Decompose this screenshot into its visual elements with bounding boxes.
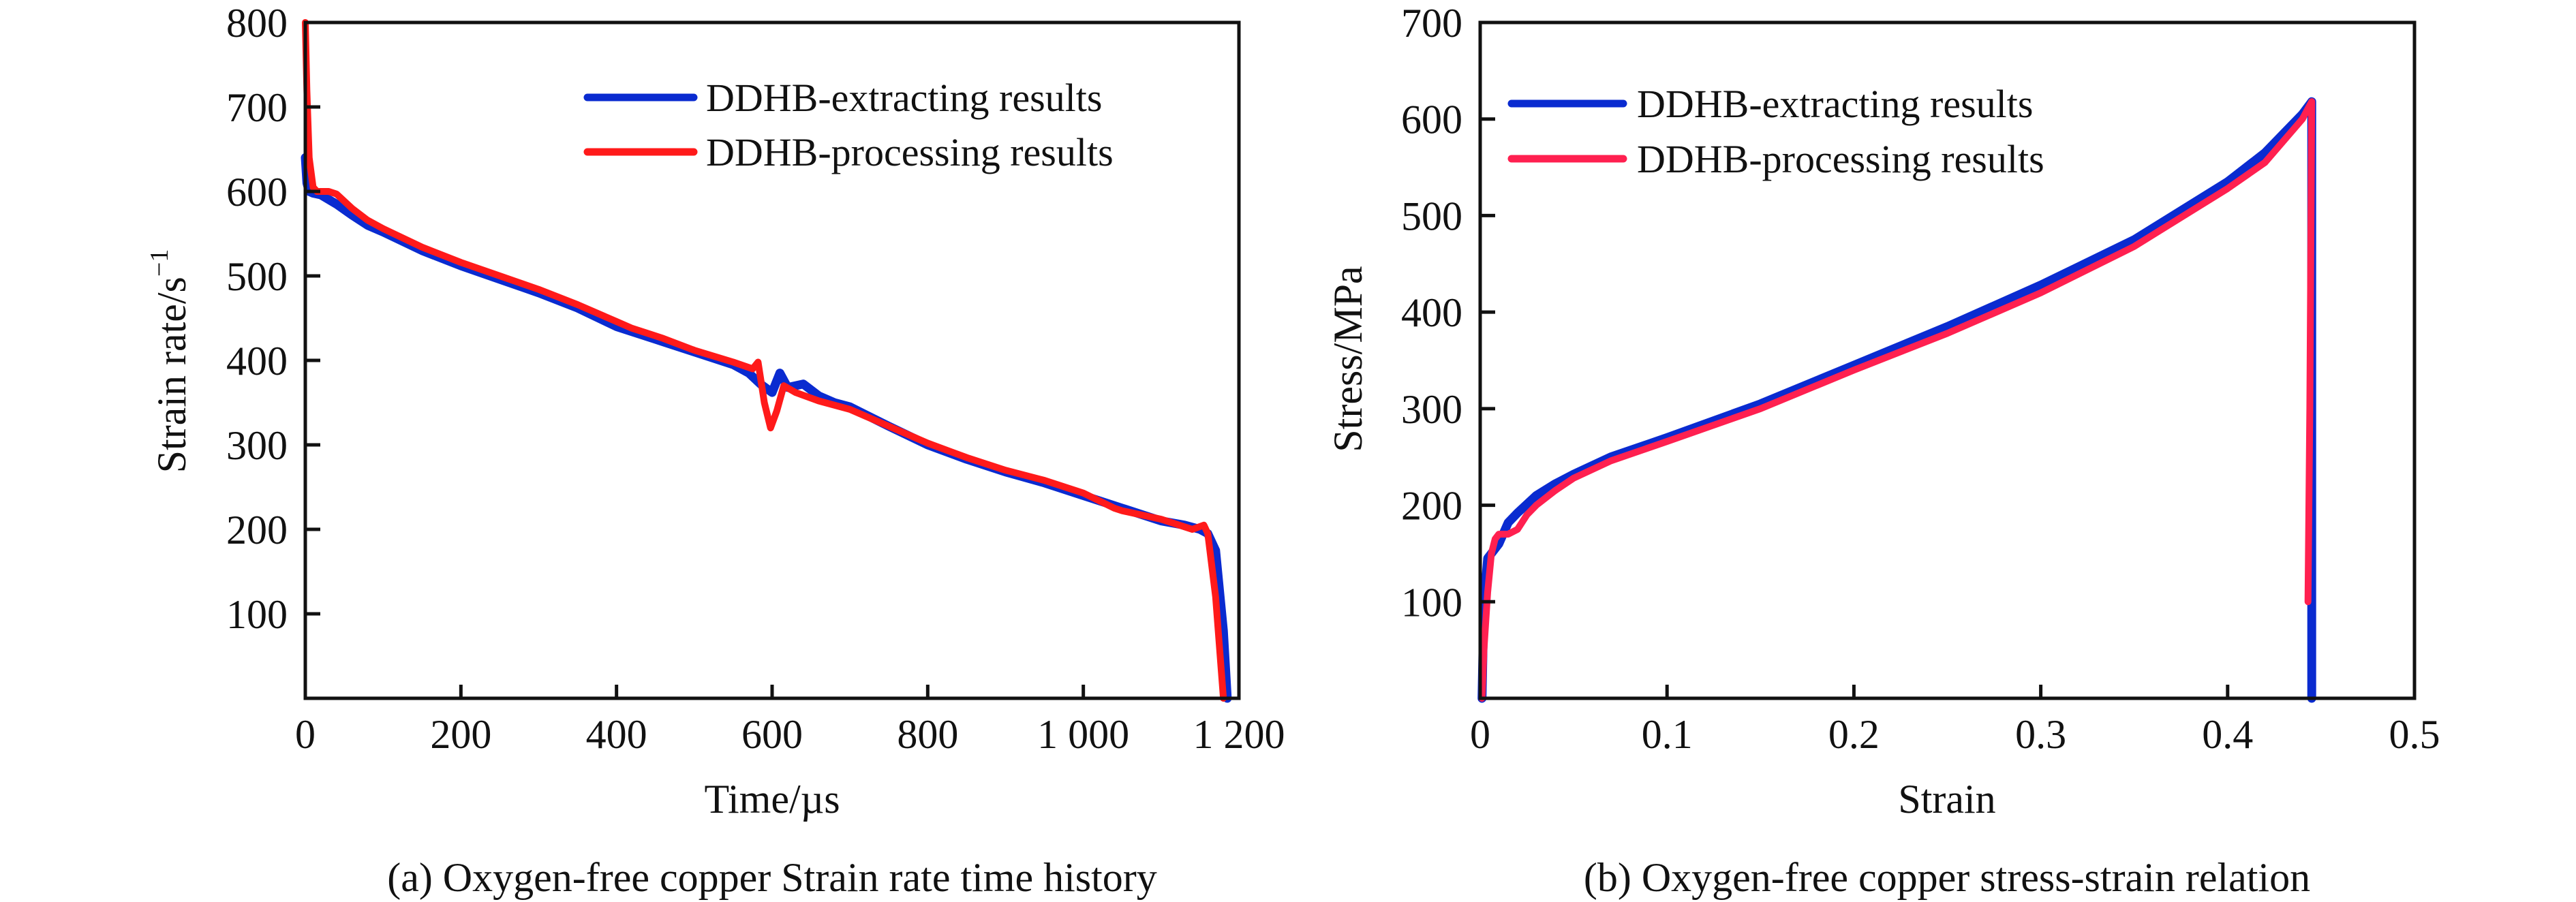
panel-a-y-axis-label-main: Strain rate/s [149,277,194,473]
y-tick-label: 300 [1401,387,1462,432]
x-tick-label: 400 [586,712,647,757]
x-tick-label: 1 200 [1193,712,1285,757]
series-line-processing [302,19,1227,702]
panel-a-ticks [305,105,1086,698]
legend-label-processing: DDHB-processing results [1637,137,2044,181]
series-line-processing [1478,98,2316,702]
y-tick-label: 200 [226,508,288,553]
x-tick-label: 0.2 [1828,712,1880,757]
y-tick-label: 400 [1401,290,1462,335]
y-tick-label: 500 [226,254,288,299]
x-tick-label: 0.1 [1642,712,1693,757]
panel-a-legend: DDHB-extracting results DDHB-processing … [583,76,1114,174]
y-tick-label: 500 [1401,193,1462,238]
panel-a-caption: (a) Oxygen-free copper Strain rate time … [387,855,1157,900]
x-tick-label: 600 [741,712,803,757]
y-tick-label: 100 [1401,580,1462,625]
x-tick-label: 0.3 [2015,712,2066,757]
panel-b-plot-frame [1478,20,2417,700]
x-tick-label: 200 [430,712,491,757]
series-line-extracting [1477,97,2316,703]
legend-label-extracting: DDHB-extracting results [706,76,1102,120]
panel-b-ticks [1480,117,2230,698]
panel-b-caption: (b) Oxygen-free copper stress-strain rel… [1584,855,2310,900]
y-tick-label: 300 [226,423,288,468]
panel-a-strain-rate-chart: 0 200 400 600 800 1 000 1 200 100 200 300 400 500 60… [145,1,1285,900]
panel-b-x-axis-label: Strain [1898,777,1995,822]
x-tick-label: 0 [1470,712,1490,757]
y-tick-label: 100 [226,592,288,637]
y-tick-label: 400 [226,339,288,384]
panel-a-series-group [301,19,1232,703]
y-tick-label: 700 [226,85,288,130]
y-tick-label: 700 [1401,1,1462,46]
legend-label-processing: DDHB-processing results [706,130,1114,174]
x-tick-label: 0.5 [2389,712,2440,757]
panel-a-y-axis-label: Strain rate/s−1 [145,249,194,473]
x-tick-label: 0.4 [2202,712,2253,757]
x-tick-label: 0 [295,712,316,757]
panel-b-tick-labels: 0 0.1 0.2 0.3 0.4 0.5 100 200 300 400 500 600 700 [1401,1,2440,757]
y-tick-label: 200 [1401,484,1462,529]
panel-b-stress-strain-chart: 0 0.1 0.2 0.3 0.4 0.5 100 200 300 400 500 600 700 DD… [1325,1,2440,900]
x-tick-label: 1 000 [1037,712,1129,757]
panel-b-series-group [1477,97,2316,703]
panel-a-y-axis-label-superscript: −1 [145,249,174,277]
panel-a-tick-labels: 0 200 400 600 800 1 000 1 200 100 200 300 400 500 60… [226,1,1285,757]
y-tick-label: 600 [1401,97,1462,142]
x-tick-label: 800 [897,712,958,757]
panel-b-y-axis-label: Stress/MPa [1325,266,1370,452]
panel-b-legend: DDHB-extracting results DDHB-processing … [1507,82,2044,181]
legend-label-extracting: DDHB-extracting results [1637,82,2033,126]
y-tick-label: 800 [226,1,288,46]
panel-a-x-axis-label: Time/µs [704,777,840,822]
y-tick-label: 600 [226,170,288,215]
panel-a-plot-frame [303,20,1241,700]
series-line-extracting [301,153,1232,703]
